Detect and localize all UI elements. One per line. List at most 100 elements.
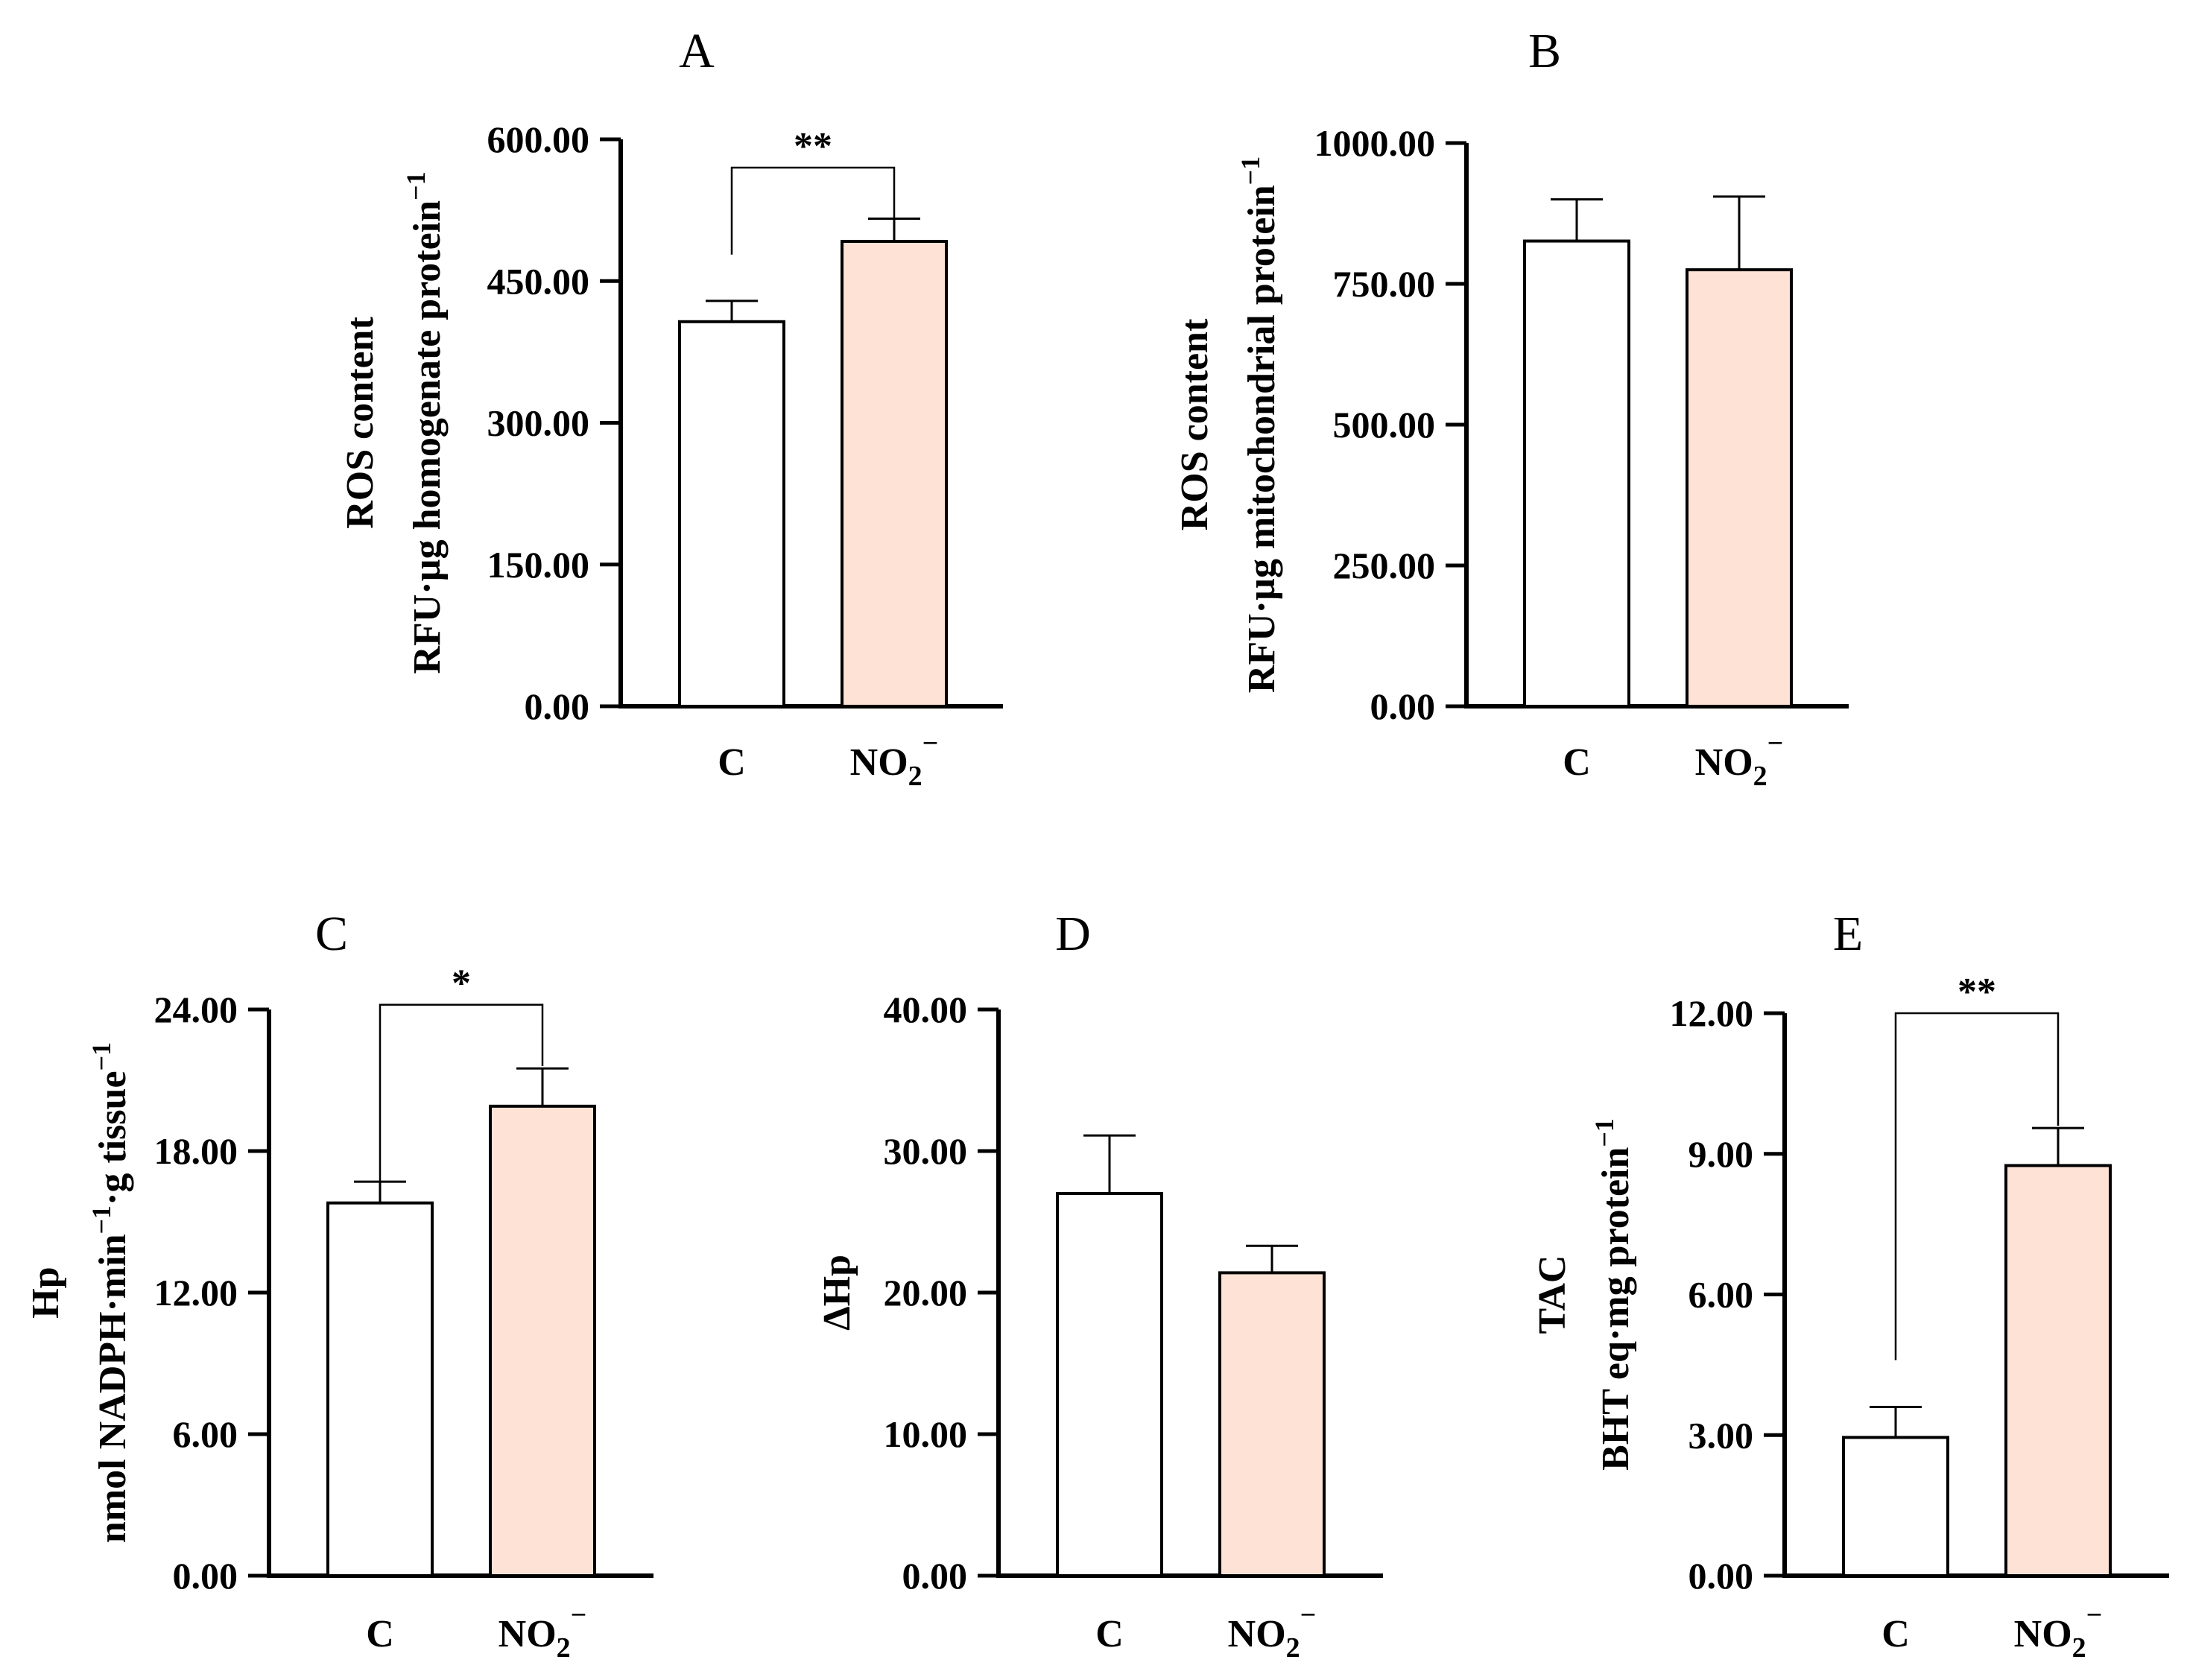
bar-c [1523,239,1630,708]
y-axis-unit-superscript: −1 [86,1042,116,1071]
y-tick-label: 250.00 [1333,545,1436,586]
category-label: NO2− [2014,1600,2103,1664]
category-subscript: 2 [557,1632,571,1664]
y-axis-unit-text: nmol NADPH·min [92,1234,134,1543]
category-text: NO [850,741,908,784]
y-tick-label: 6.00 [1688,1274,1754,1316]
y-tick-label: 0.00 [525,685,590,727]
y-tick-label: 12.00 [154,1272,238,1313]
y-tick-label: 12.00 [1670,992,1754,1034]
category-subscript: 2 [908,761,922,792]
category-label: NO2− [1695,728,1784,792]
panel-b: B 0.00 250.00 500.00 750.00 1000.00 C NO2− ROS c… [1174,24,1849,792]
category-text: C [1881,1613,1910,1655]
category-text: C [366,1613,394,1655]
panel-letter: B [1528,24,1561,78]
y-tick-label: 600.00 [487,118,590,160]
y-tick-label: 0.00 [1688,1555,1754,1597]
significance-label: ** [794,125,832,168]
category-text: NO [1228,1613,1286,1655]
bar-no2 [2004,1164,2112,1577]
category-label: NO2− [1228,1600,1317,1664]
y-axis-unit-text: BHT eq·mg protein [1595,1147,1637,1471]
y-tick-label: 150.00 [487,544,590,586]
bar-no2 [841,239,948,709]
y-axis-unit: RFU·µg homogenate protein−1 [401,171,449,673]
y-axis-unit: RFU·µg mitochondrial protein−1 [1235,156,1283,693]
category-superscript: − [1767,728,1784,759]
y-axis-unit-text: RFU·µg mitochondrial protein [1241,185,1283,693]
significance-bracket [379,1004,544,1182]
panel-letter: C [315,907,348,961]
category-text: C [1563,741,1591,784]
significance-label: * [452,963,471,1005]
category-text: NO [2014,1613,2072,1655]
panel-letter: E [1833,907,1863,961]
y-tick-label: 0.00 [1370,685,1436,727]
panel-letter: D [1055,907,1091,961]
bar-no2 [1218,1271,1326,1578]
y-tick-label: 3.00 [1688,1414,1754,1456]
bar-no2 [489,1104,596,1578]
category-superscript: − [2086,1600,2103,1631]
y-tick-label: 1000.00 [1314,122,1436,164]
y-tick-label: 10.00 [884,1413,968,1455]
y-axis-unit-superscript: −1 [86,1205,116,1234]
bar-no2 [1686,268,1793,709]
panel-d: D 0.00 10.00 20.00 30.00 40.00 C NO2− ΔHp [816,907,1383,1664]
category-superscript: − [1300,1600,1317,1631]
y-axis-unit-superscript: −1 [1589,1118,1619,1147]
category-label: NO2− [850,728,939,792]
y-axis-unit-text: RFU·µg homogenate protein [406,200,449,674]
y-axis-title-text: TAC [1531,1255,1574,1334]
category-text: NO [499,1613,557,1655]
bar-c [1842,1436,1949,1578]
y-axis-title: Hp [25,1267,67,1318]
y-tick-label: 450.00 [487,260,590,302]
category-label: C [718,741,746,784]
bar-c [1056,1192,1163,1577]
y-axis-title: ΔHp [816,1255,858,1331]
panel-e: E 0.00 3.00 6.00 9.00 12.00 C NO2− ** TAC BHT eq·m… [1531,907,2169,1664]
significance-bracket [1894,1012,2060,1360]
y-axis-unit-superscript: −1 [401,171,431,200]
y-axis-unit: nmol NADPH·min−1·g tissue−1 [86,1042,134,1543]
y-tick-label: 500.00 [1333,404,1436,446]
y-tick-label: 30.00 [884,1130,968,1172]
category-text: NO [1695,741,1753,784]
category-subscript: 2 [1286,1632,1300,1664]
y-axis-title-text: ROS content [1174,318,1216,530]
y-tick-label: 0.00 [902,1555,968,1597]
y-tick-label: 18.00 [154,1130,238,1172]
category-label: C [1095,1613,1124,1655]
y-axis-title: TAC [1531,1255,1574,1334]
y-axis-unit-superscript: −1 [1235,156,1265,186]
category-superscript: − [571,1600,587,1631]
category-label: NO2− [499,1600,587,1664]
category-text: C [1095,1613,1124,1655]
category-label: C [1563,741,1591,784]
y-axis-unit-text: ·g tissue [92,1071,134,1205]
bar-c [678,320,785,708]
y-tick-label: 9.00 [1688,1133,1754,1175]
significance-bracket [730,166,896,255]
panel-letter: A [679,24,715,78]
category-superscript: − [922,728,939,759]
y-tick-label: 24.00 [154,989,238,1030]
y-axis-title-text: ROS content [339,317,382,529]
category-subscript: 2 [1753,761,1767,792]
panel-a: A 0.00 150.00 300.00 450.00 600.00 C NO2− ** ROS … [339,24,1003,792]
category-label: C [366,1613,394,1655]
category-text: C [718,741,746,784]
y-axis-title: ROS content [1174,318,1216,530]
panel-c: C 0.00 6.00 12.00 18.00 24.00 C NO2− * Hp nmol NAD… [25,907,653,1664]
category-label: C [1881,1613,1910,1655]
bar-c [326,1201,434,1577]
significance-label: ** [1957,971,1996,1013]
y-tick-label: 40.00 [884,989,968,1030]
y-axis-title-text: ΔHp [816,1255,858,1331]
y-tick-label: 750.00 [1333,263,1436,305]
y-axis-title: ROS content [339,317,382,529]
